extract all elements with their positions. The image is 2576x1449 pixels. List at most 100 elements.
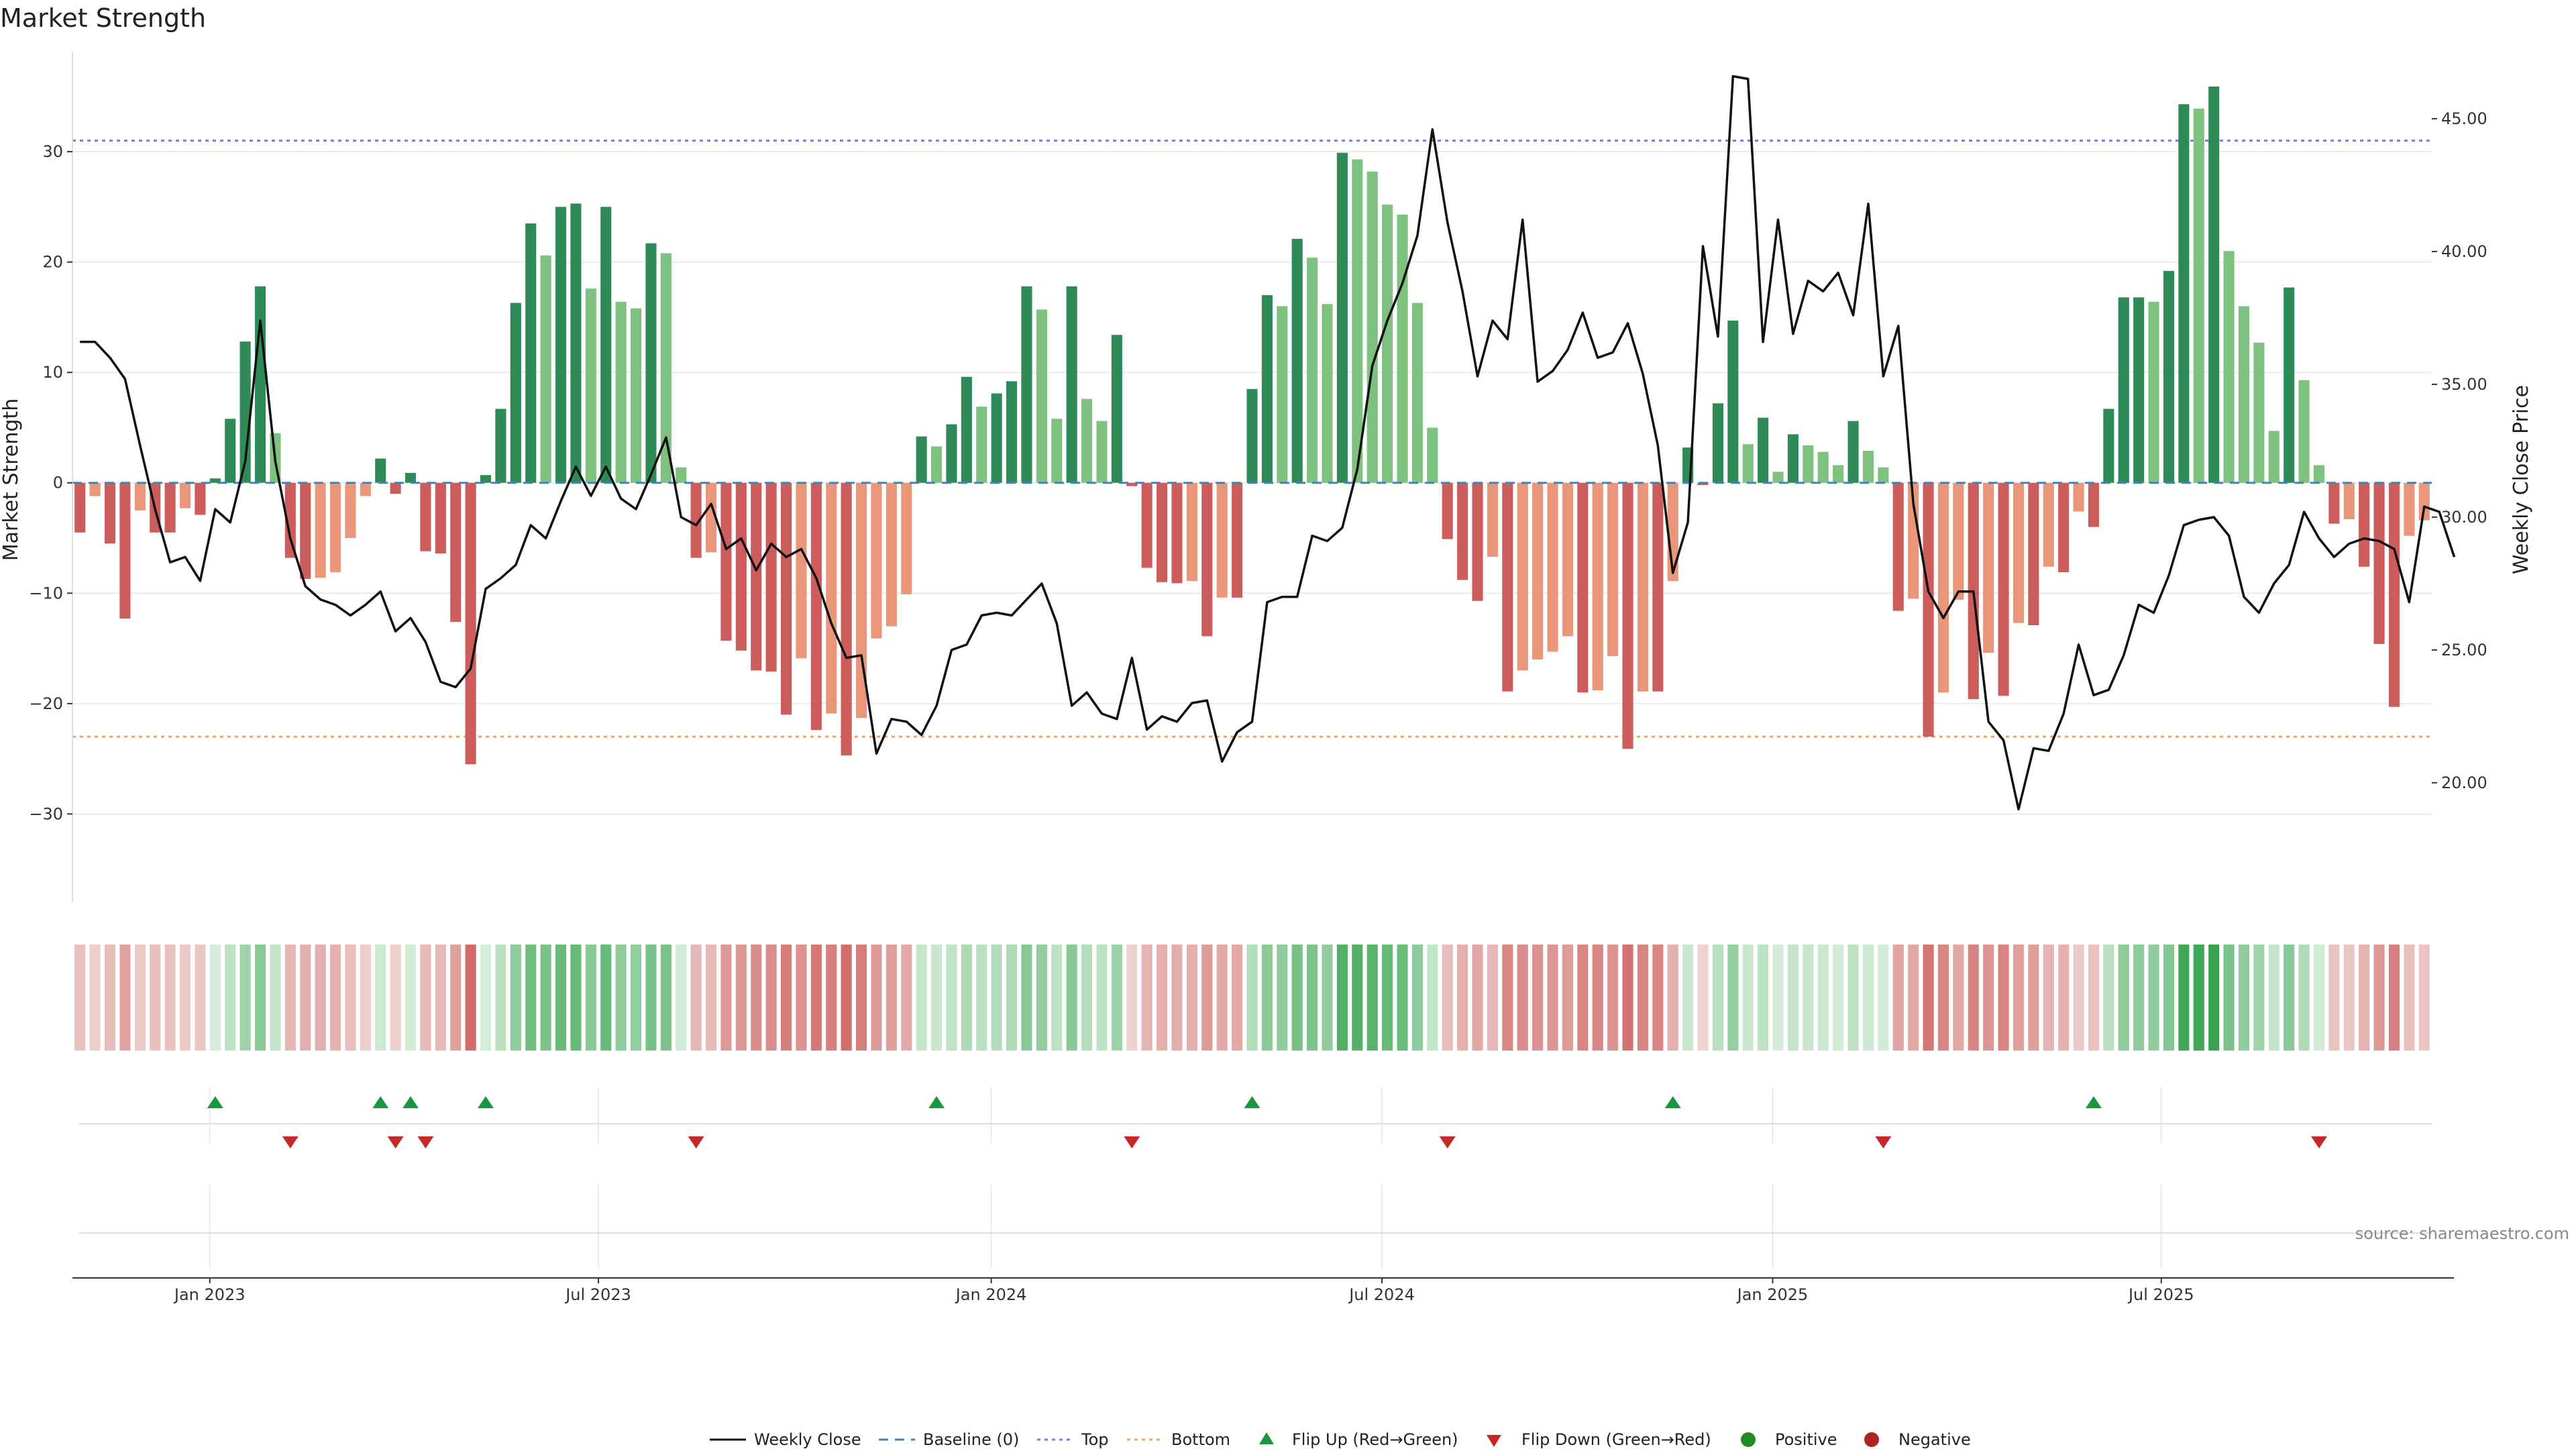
strength-bar — [615, 301, 627, 483]
heat-cell — [1637, 945, 1648, 1051]
strength-bar — [1697, 482, 1709, 486]
strength-bar — [991, 393, 1002, 483]
strength-bar — [885, 482, 897, 627]
heat-cell — [300, 945, 311, 1051]
heat-cell — [931, 945, 943, 1051]
heat-cell — [1261, 945, 1273, 1051]
heat-cell — [480, 945, 492, 1051]
heat-cell — [1141, 945, 1152, 1051]
heat-cell — [1291, 945, 1303, 1051]
strength-bar — [705, 482, 717, 553]
heat-cell — [405, 945, 417, 1051]
heat-cell — [1277, 945, 1288, 1051]
heat-cell — [254, 945, 266, 1051]
strength-bar — [2103, 409, 2114, 483]
y-axis-title: Market Strength — [0, 398, 23, 561]
source-note: source: sharemaestro.com — [2355, 1224, 2569, 1243]
strength-bar — [1937, 482, 1949, 693]
strength-bar — [1186, 482, 1197, 582]
strength-bar — [164, 482, 176, 533]
legend-flip-up-icon — [1259, 1432, 1274, 1444]
strength-bar — [2088, 482, 2100, 527]
legend-flip-down-icon — [1487, 1435, 1501, 1447]
strength-bar — [2058, 482, 2070, 573]
strength-bar — [1111, 335, 1122, 483]
heat-cell — [1592, 945, 1603, 1051]
heat-cell — [360, 945, 371, 1051]
strength-bar — [765, 482, 777, 672]
heat-cell — [1397, 945, 1408, 1051]
heat-cell — [1051, 945, 1063, 1051]
strength-bar — [570, 203, 582, 483]
flip-down-marker — [387, 1136, 404, 1148]
heat-cell — [2163, 945, 2175, 1051]
heat-cell — [1652, 945, 1664, 1051]
heat-cell — [705, 945, 717, 1051]
strength-bar — [630, 308, 642, 483]
heat-cell — [991, 945, 1002, 1051]
strength-bar — [1336, 152, 1348, 483]
legend-top: Top — [1081, 1430, 1109, 1449]
strength-bar — [1411, 303, 1423, 483]
heat-cell — [179, 945, 191, 1051]
heat-cell — [1307, 945, 1318, 1051]
strength-bar — [2373, 482, 2385, 644]
heat-cell — [1787, 945, 1799, 1051]
strength-bar — [375, 458, 386, 483]
heat-cell — [270, 945, 281, 1051]
strength-bar — [2178, 104, 2190, 483]
axes: 30 20 10 0 −10 −20 −30 45.00 40.00 35.00 30.00 25.0… — [29, 52, 2487, 902]
strength-bar — [931, 446, 943, 483]
strength-bar — [2253, 342, 2265, 483]
heat-cell — [2388, 945, 2400, 1051]
y-tick-label: −10 — [29, 584, 63, 602]
strength-bar — [420, 482, 431, 551]
heat-cell — [1562, 945, 1573, 1051]
strength-bar — [2208, 87, 2220, 483]
legend-flip-down: Flip Down (Green→Red) — [1521, 1430, 1711, 1449]
heat-cell — [1322, 945, 1333, 1051]
heat-cell — [1111, 945, 1122, 1051]
strength-bar — [209, 478, 221, 483]
strength-bar — [1066, 286, 1077, 483]
heat-cell — [1366, 945, 1378, 1051]
flip-up-marker — [2085, 1096, 2102, 1108]
strength-bar — [1232, 482, 1243, 598]
strength-bar — [2298, 380, 2310, 483]
strength-bar — [2404, 482, 2415, 536]
heat-cell — [2404, 945, 2415, 1051]
legend-flip-up: Flip Up (Red→Green) — [1292, 1430, 1458, 1449]
strength-bar — [1953, 482, 1964, 600]
heat-cell — [1021, 945, 1032, 1051]
heat-cell — [345, 945, 356, 1051]
strength-bar — [810, 482, 822, 731]
flip-up-marker — [1664, 1096, 1681, 1108]
strength-bar — [345, 482, 356, 538]
strength-bar — [1472, 482, 1483, 601]
strength-bar — [1457, 482, 1468, 580]
heat-cell — [1246, 945, 1258, 1051]
y2-tick-label: 25.00 — [2441, 641, 2487, 659]
heat-cell — [961, 945, 972, 1051]
heat-cell — [570, 945, 582, 1051]
y2-tick-label: 30.00 — [2441, 508, 2487, 527]
heat-cell — [2178, 945, 2190, 1051]
heat-cell — [525, 945, 537, 1051]
strength-bar — [284, 482, 296, 558]
heat-cell — [1081, 945, 1093, 1051]
x-tick-label: Jan 2025 — [1736, 1285, 1809, 1304]
strength-bar — [1021, 286, 1032, 483]
strength-bar — [1216, 482, 1228, 598]
strength-bar — [2118, 297, 2129, 483]
strength-bar — [2313, 465, 2325, 483]
x-tick-label: Jul 2023 — [564, 1285, 631, 1304]
strength-bar — [2418, 482, 2430, 521]
heat-cell — [375, 945, 386, 1051]
heat-cell — [1923, 945, 1934, 1051]
strength-bar — [1201, 482, 1213, 637]
strength-bar — [2012, 482, 2025, 623]
strength-bar — [2148, 301, 2159, 483]
heat-cell — [1352, 945, 1363, 1051]
heat-cell — [89, 945, 101, 1051]
